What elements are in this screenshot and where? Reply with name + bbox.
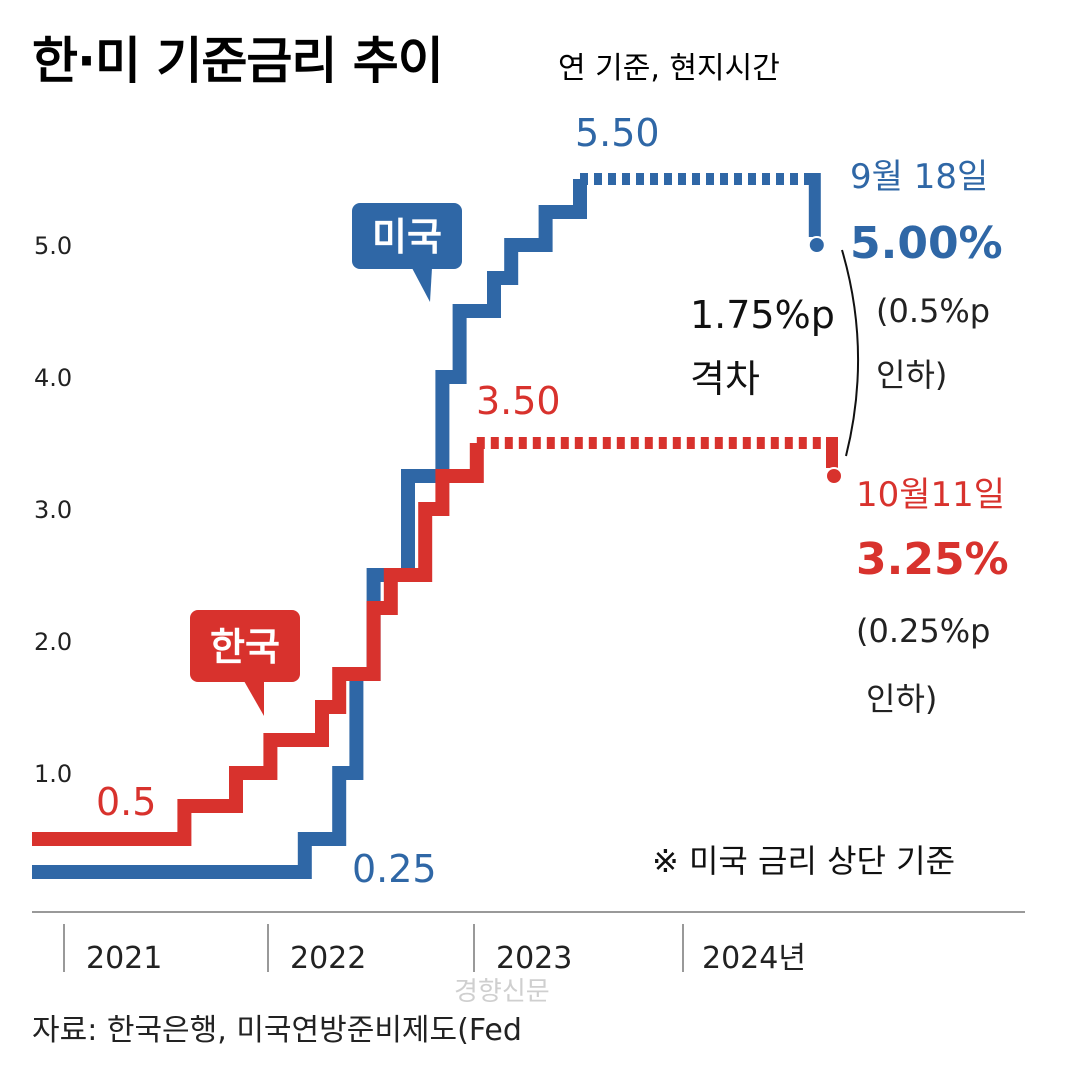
- series-end-point-us: [807, 236, 826, 254]
- x-label: 2022: [290, 941, 366, 976]
- y-tick-label: 1.0: [34, 760, 72, 788]
- gap-label: 격차: [690, 357, 760, 401]
- us-cut-date: 9월 18일: [850, 157, 988, 197]
- kr-series-label: 한국: [210, 625, 280, 669]
- gap-bracket: [841, 249, 860, 457]
- chart-title: 한·미 기준금리 추이: [32, 32, 443, 90]
- kr-cut-date: 10월11일: [856, 475, 1005, 515]
- x-axis: 2021 2022 2023 2024년: [32, 911, 1025, 976]
- us-callout-box: [352, 203, 462, 269]
- y-tick-label: 3.0: [34, 496, 72, 524]
- us-cut-value: 5.00%: [850, 218, 1003, 269]
- y-tick-label: 2.0: [34, 628, 72, 656]
- x-label: 2023: [496, 941, 572, 976]
- series-line-us: [32, 179, 587, 879]
- y-axis: 1.0 2.0 3.0 4.0 5.0: [34, 232, 72, 788]
- kr-callout-pointer: [244, 681, 264, 716]
- x-label: 2021: [86, 941, 162, 976]
- us-callout-pointer: [412, 268, 432, 302]
- us-start-label: 0.25: [352, 847, 437, 891]
- y-tick-label: 5.0: [34, 232, 72, 260]
- y-tick-label: 4.0: [34, 364, 72, 392]
- kr-cut-note: 인하): [866, 680, 937, 718]
- footnote: ※ 미국 금리 상단 기준: [652, 842, 955, 880]
- series-lines: [32, 173, 843, 879]
- us-callout: 미국: [352, 203, 462, 302]
- kr-cut-value: 3.25%: [856, 534, 1009, 585]
- kr-peak-label: 3.50: [476, 379, 561, 423]
- chart-subtitle: 연 기준, 현지시간: [558, 51, 780, 86]
- watermark: 경향신문: [454, 977, 550, 1007]
- source-note: 자료: 한국은행, 미국연방준비제도(Fed: [32, 1013, 522, 1048]
- kr-callout: 한국: [190, 610, 300, 716]
- series-line-kr: [32, 443, 484, 846]
- us-peak-label: 5.50: [575, 111, 660, 155]
- gap-label: 1.75%p: [690, 293, 835, 337]
- kr-cut-note: (0.25%p: [856, 612, 990, 650]
- us-cut-note: (0.5%p: [876, 292, 990, 330]
- kr-callout-box: [190, 610, 300, 682]
- series-end-point-kr: [825, 467, 843, 485]
- kr-start-label: 0.5: [96, 780, 156, 824]
- us-cut-note: 인하): [876, 356, 947, 394]
- us-series-label: 미국: [372, 215, 442, 259]
- x-label: 2024년: [702, 941, 806, 976]
